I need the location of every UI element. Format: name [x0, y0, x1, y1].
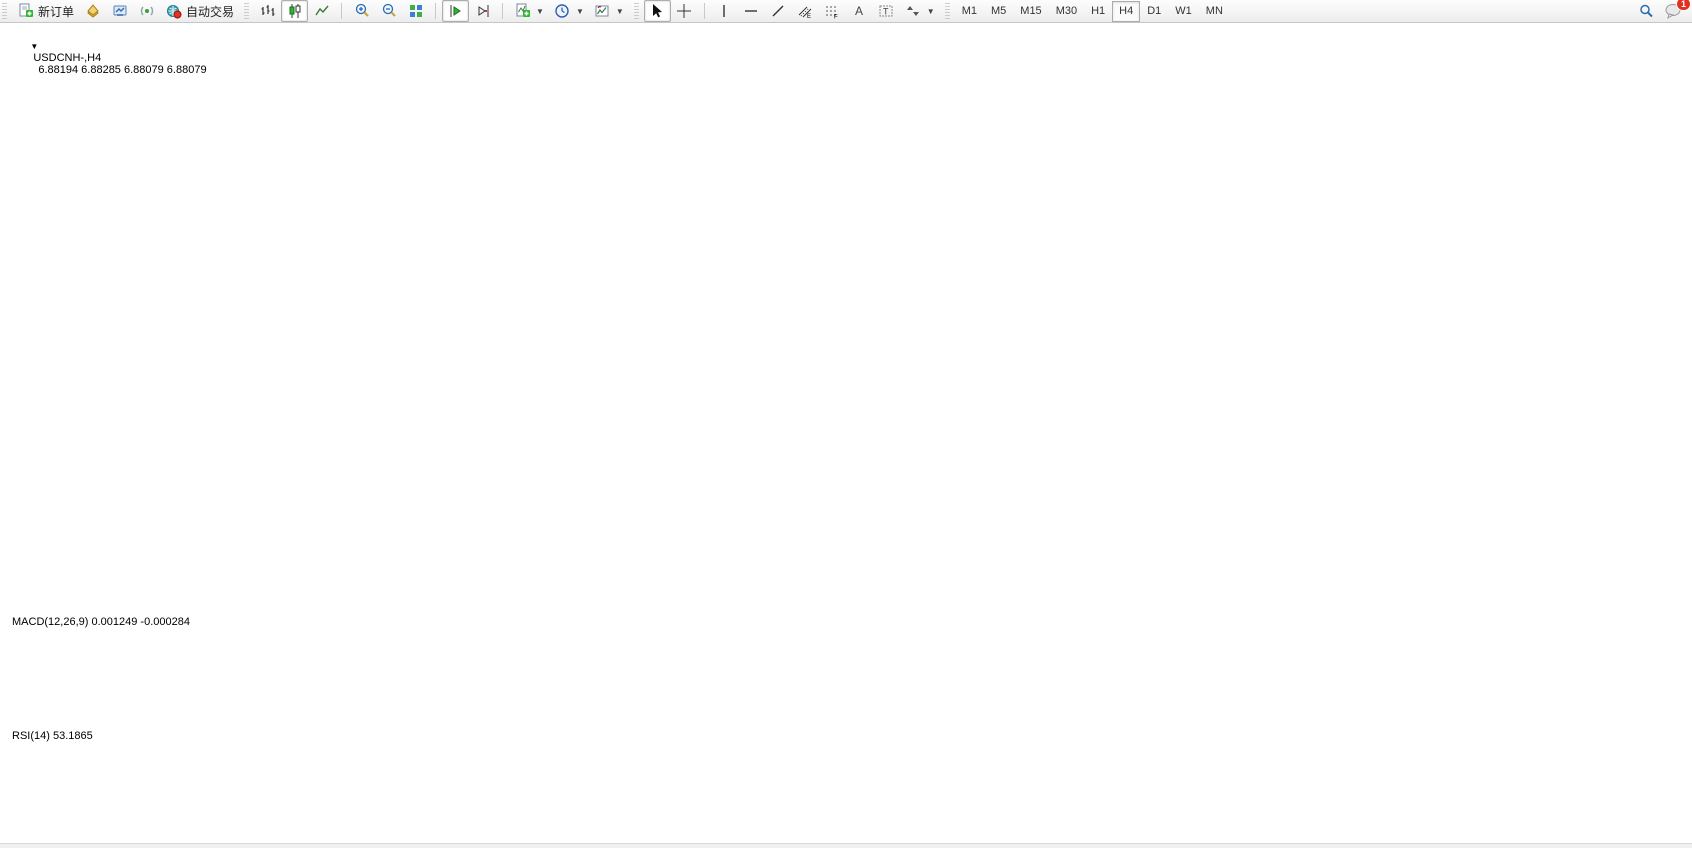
fibonacci-button[interactable]: F	[819, 0, 846, 22]
crosshair-icon	[676, 3, 693, 19]
search-icon	[1637, 3, 1654, 19]
zoom-out-button[interactable]	[375, 0, 402, 22]
candlestick-icon	[286, 3, 303, 19]
search-button[interactable]	[1632, 0, 1659, 22]
template-icon	[594, 3, 611, 19]
toolbar-group-cursor	[641, 0, 701, 22]
notifications-button[interactable]: 1	[1659, 0, 1691, 22]
toolbar-grip[interactable]	[944, 3, 950, 19]
timeframe-h4[interactable]: H4	[1112, 0, 1141, 22]
collapse-triangle-icon[interactable]: ▼	[30, 42, 39, 51]
text-icon: A	[851, 3, 868, 19]
timeframe-m15[interactable]: M15	[1020, 5, 1042, 17]
toolbar-right: 1	[1632, 0, 1692, 22]
chevron-down-icon: ▼	[926, 6, 935, 16]
bar-chart-button[interactable]	[254, 0, 281, 22]
cursor-button[interactable]	[643, 0, 671, 22]
market-watch-button[interactable]	[79, 0, 106, 22]
line-chart-button[interactable]	[308, 0, 335, 22]
toolbar-grip[interactable]	[244, 3, 250, 19]
arrows-icon	[905, 3, 922, 19]
toolbar-group-scroll	[439, 0, 499, 22]
clock-icon	[554, 3, 571, 19]
toolbar-group-zoom	[345, 0, 432, 22]
candlestick-button[interactable]	[281, 0, 309, 22]
toolbar-group-trade: 新订单 自动交易	[9, 0, 242, 22]
market-watch-icon	[84, 3, 101, 19]
chevron-down-icon: ▼	[536, 6, 544, 16]
timeframe-d1[interactable]: D1	[1147, 5, 1162, 17]
vertical-line-button[interactable]	[711, 0, 738, 22]
toolbar-group-insert: ▼ ▼ ▼	[506, 0, 632, 22]
autotrading-label: 自动交易	[186, 4, 235, 19]
macd-indicator-label: MACD(12,26,9) 0.001249 -0.000284	[12, 616, 190, 628]
svg-text:T: T	[883, 7, 889, 17]
toolbar: 新订单 自动交易	[0, 0, 1692, 23]
zoom-in-icon	[353, 3, 370, 19]
new-order-icon	[17, 3, 34, 19]
templates-button[interactable]: ▼	[589, 0, 629, 22]
equidistant-channel-button[interactable]: E	[792, 0, 819, 22]
vertical-line-icon	[716, 3, 733, 19]
equidistant-channel-icon: E	[797, 3, 814, 19]
line-chart-icon	[313, 3, 330, 19]
horizontal-line-button[interactable]	[738, 0, 765, 22]
bar-chart-icon	[259, 3, 276, 19]
text-button[interactable]: A	[846, 0, 873, 22]
chart-title: ▼ USDCNH-,H4 6.88194 6.88285 6.88079 6.8…	[12, 28, 207, 88]
horizontal-line-icon	[743, 3, 760, 19]
cursor-arrow-icon	[649, 3, 666, 19]
symbol-label: USDCNH-,H4	[33, 52, 102, 64]
toolbar-group-chart-type	[251, 0, 338, 22]
chevron-down-icon: ▼	[615, 6, 624, 16]
chart-shift-icon	[474, 3, 491, 19]
ohlc-values: 6.88194 6.88285 6.88079 6.88079	[38, 64, 207, 76]
chart-window[interactable]: ▼ USDCNH-,H4 6.88194 6.88285 6.88079 6.8…	[0, 23, 1692, 848]
data-window-icon	[111, 3, 128, 19]
autotrading-button[interactable]: 自动交易	[160, 0, 239, 22]
timeframe-m1[interactable]: M1	[961, 5, 977, 17]
timeframe-toolbar: M1 M5 M15 M30 H1 H4 D1 W1 MN	[952, 0, 1233, 22]
indicators-button[interactable]: ▼	[509, 0, 549, 22]
toolbar-group-objects: E F A T ▼	[708, 0, 943, 22]
timeframe-h1[interactable]: H1	[1091, 5, 1106, 17]
svg-text:F: F	[834, 15, 838, 20]
svg-text:E: E	[807, 14, 811, 19]
auto-scroll-button[interactable]	[442, 0, 470, 22]
timeframe-m5[interactable]: M5	[991, 5, 1007, 17]
periods-button[interactable]: ▼	[549, 0, 589, 22]
zoom-out-icon	[380, 3, 397, 19]
trendline-icon	[770, 3, 787, 19]
fibonacci-icon: F	[824, 3, 841, 19]
chart-shift-button[interactable]	[469, 0, 496, 22]
timeframe-w1[interactable]: W1	[1175, 5, 1192, 17]
svg-text:A: A	[855, 4, 863, 18]
trendline-button[interactable]	[765, 0, 792, 22]
text-label-button[interactable]: T	[873, 0, 900, 22]
data-window-button[interactable]	[106, 0, 133, 22]
timeframe-m30[interactable]: M30	[1055, 5, 1078, 17]
tile-windows-icon	[407, 3, 424, 19]
new-order-label: 新订单	[38, 4, 75, 19]
rsi-indicator-label: RSI(14) 53.1865	[12, 730, 93, 742]
status-strip	[0, 843, 1692, 848]
crosshair-button[interactable]	[671, 0, 698, 22]
auto-scroll-icon	[447, 3, 464, 19]
new-order-button[interactable]: 新订单	[12, 0, 79, 22]
notification-badge: 1	[1675, 0, 1691, 11]
signals-button[interactable]	[133, 0, 160, 22]
arrows-button[interactable]: ▼	[900, 0, 940, 22]
toolbar-grip[interactable]	[2, 3, 7, 19]
chevron-down-icon: ▼	[575, 6, 584, 16]
timeframe-mn[interactable]: MN	[1205, 5, 1223, 17]
signals-icon	[138, 3, 155, 19]
zoom-in-button[interactable]	[348, 0, 375, 22]
toolbar-grip[interactable]	[633, 3, 639, 19]
chart-canvas[interactable]	[0, 23, 1692, 848]
indicators-icon	[514, 3, 531, 19]
text-label-icon: T	[878, 3, 895, 19]
tile-windows-button[interactable]	[402, 0, 429, 22]
autotrading-icon	[165, 3, 182, 19]
